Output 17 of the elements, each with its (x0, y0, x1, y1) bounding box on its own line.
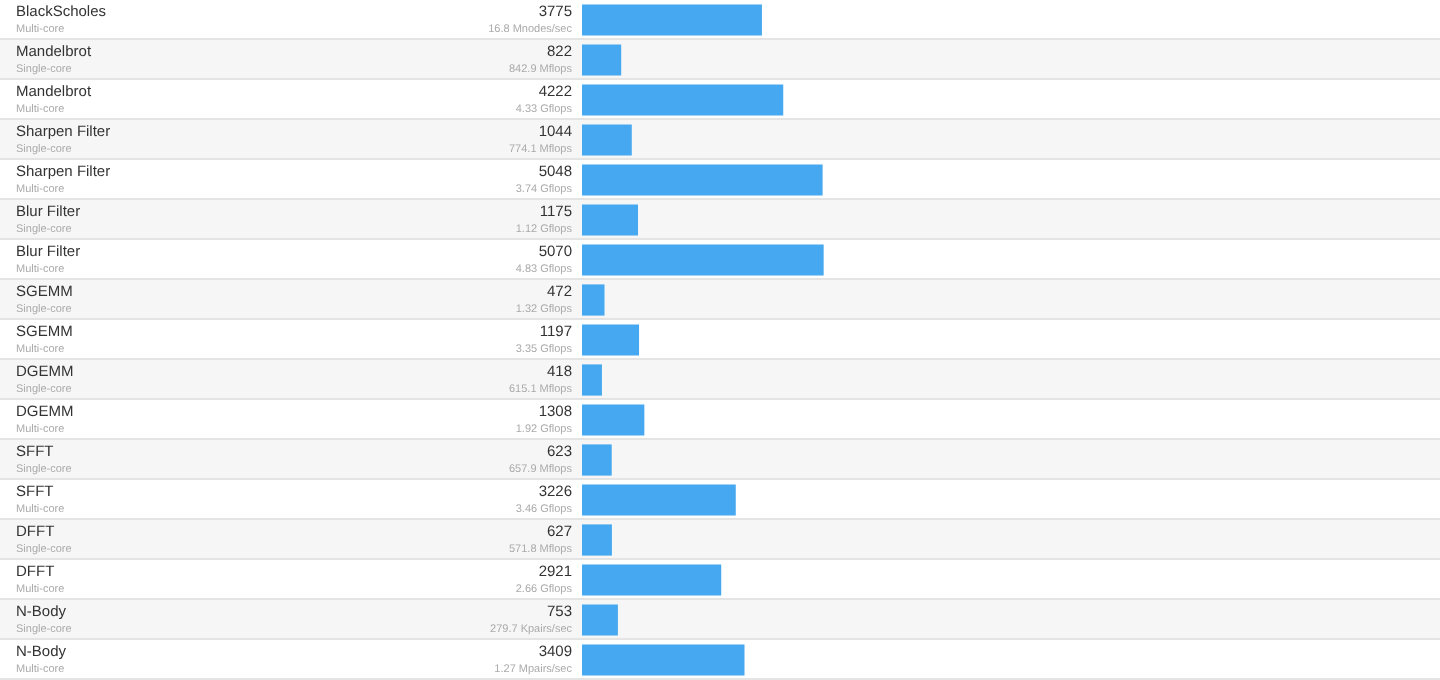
bar (582, 44, 622, 76)
bar (582, 124, 632, 156)
bar (582, 404, 645, 436)
bar (582, 564, 722, 596)
bar (582, 284, 605, 316)
bar (582, 524, 612, 556)
bar (582, 604, 618, 636)
bar (582, 84, 784, 116)
bar (582, 324, 640, 356)
bar (582, 4, 762, 36)
bar (582, 164, 823, 196)
bar (582, 204, 639, 236)
bar (582, 244, 824, 276)
bar (582, 644, 745, 676)
bar (582, 364, 602, 396)
bar (582, 444, 612, 476)
bar (582, 484, 736, 516)
